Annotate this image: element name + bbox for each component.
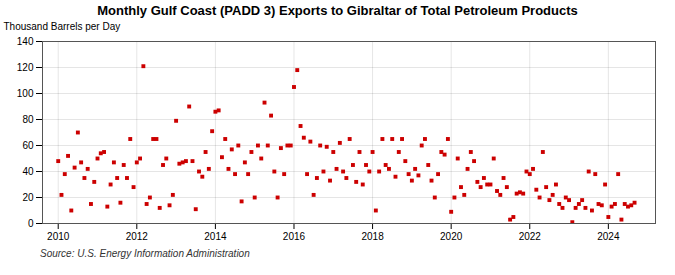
svg-text:2012: 2012 (126, 231, 149, 242)
html-text:Source: U.S. Energy Informatio: Source: U.S. Energy Information Administ… (40, 248, 250, 259)
svg-text:0: 0 (28, 218, 34, 229)
svg-text:2018: 2018 (361, 231, 384, 242)
svg-text:2014: 2014 (204, 231, 227, 242)
html-text:Monthly Gulf Coast (PADD 3) Ex: Monthly Gulf Coast (PADD 3) Exports to G… (97, 3, 578, 18)
svg-text:2022: 2022 (519, 231, 542, 242)
svg-text:80: 80 (22, 114, 34, 125)
svg-text:2016: 2016 (283, 231, 306, 242)
svg-text:60: 60 (22, 140, 34, 151)
svg-text:100: 100 (17, 88, 34, 99)
svg-text:2010: 2010 (47, 231, 70, 242)
svg-text:140: 140 (17, 36, 34, 47)
svg-text:120: 120 (17, 62, 34, 73)
svg-text:2020: 2020 (440, 231, 463, 242)
svg-text:40: 40 (22, 166, 34, 177)
svg-text:20: 20 (22, 192, 34, 203)
svg-text:2024: 2024 (597, 231, 620, 242)
svg-text:Thousand Barrels per Day: Thousand Barrels per Day (4, 21, 121, 32)
